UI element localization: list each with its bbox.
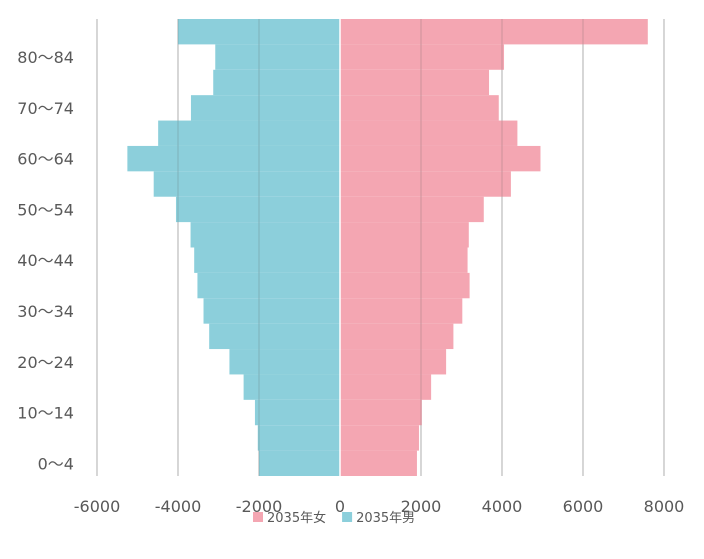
bar-female-3 [340, 374, 432, 400]
bar-male-15 [213, 69, 340, 96]
x-tick-label: 2000 [401, 497, 442, 516]
bar-female-14 [340, 95, 499, 121]
legend-swatch [342, 512, 353, 522]
y-tick-label: 60〜64 [17, 150, 74, 169]
bar-male-2 [254, 399, 340, 426]
bar-male-4 [229, 349, 340, 375]
bar-female-4 [340, 349, 447, 375]
bar-female-12 [340, 145, 541, 172]
legend-swatch [253, 512, 263, 522]
y-tick-label: 0〜4 [38, 454, 74, 473]
x-tick-label: -4000 [155, 497, 202, 516]
bar-male-8 [194, 247, 340, 273]
y-tick-label: 40〜44 [17, 251, 74, 270]
bar-female-15 [340, 69, 490, 96]
bar-female-11 [340, 171, 511, 197]
bar-female-9 [340, 222, 469, 248]
legend-label: 2035年女 [267, 510, 326, 526]
x-tick-label: 0 [335, 497, 345, 516]
x-tick-label: 4000 [482, 497, 523, 516]
bar-female-1 [340, 425, 419, 451]
bar-male-0 [259, 450, 340, 476]
bar-male-7 [197, 272, 340, 299]
bar-male-10 [175, 196, 340, 223]
y-tick-label: 20〜24 [17, 353, 74, 372]
bar-male-16 [215, 44, 340, 70]
bar-female-10 [340, 196, 484, 223]
bar-female-6 [340, 298, 463, 324]
x-tick-label: 6000 [563, 497, 604, 516]
legend: 2035年女 2035年男 [253, 510, 415, 526]
bar-female-0 [340, 450, 417, 476]
y-tick-label: 50〜54 [17, 200, 74, 219]
bar-male-13 [158, 120, 340, 146]
bar-male-5 [209, 323, 340, 350]
axes: -6000 -4000 -2000 0 2000 4000 6000 8000 0〜4 10〜14… [17, 48, 684, 516]
y-tick-label: 80〜84 [17, 48, 74, 67]
bar-female-2 [340, 399, 422, 426]
x-tick-label: 8000 [644, 497, 685, 516]
y-tick-label: 30〜34 [17, 302, 74, 321]
bar-male-17 [178, 19, 340, 45]
bar-female-16 [340, 44, 505, 70]
bar-female-7 [340, 272, 470, 299]
bars [96, 19, 665, 476]
bar-female-17 [340, 19, 648, 45]
bar-male-3 [243, 374, 340, 400]
legend-label: 2035年男 [356, 511, 415, 526]
bar-male-12 [127, 145, 340, 172]
bar-male-6 [203, 298, 340, 324]
legend-item-male: 2035年男 [342, 511, 415, 526]
bar-male-11 [153, 171, 340, 197]
bar-male-1 [257, 425, 340, 451]
x-tick-label: -6000 [74, 497, 121, 516]
bar-female-13 [340, 120, 518, 146]
bar-male-9 [190, 222, 340, 248]
bar-male-14 [190, 95, 340, 121]
y-tick-label: 10〜14 [17, 404, 74, 423]
bar-female-8 [340, 247, 468, 273]
bar-female-5 [340, 323, 454, 350]
x-tick-label: -2000 [236, 497, 283, 516]
legend-item-female: 2035年女 [253, 510, 326, 526]
y-tick-label: 70〜74 [17, 99, 74, 118]
